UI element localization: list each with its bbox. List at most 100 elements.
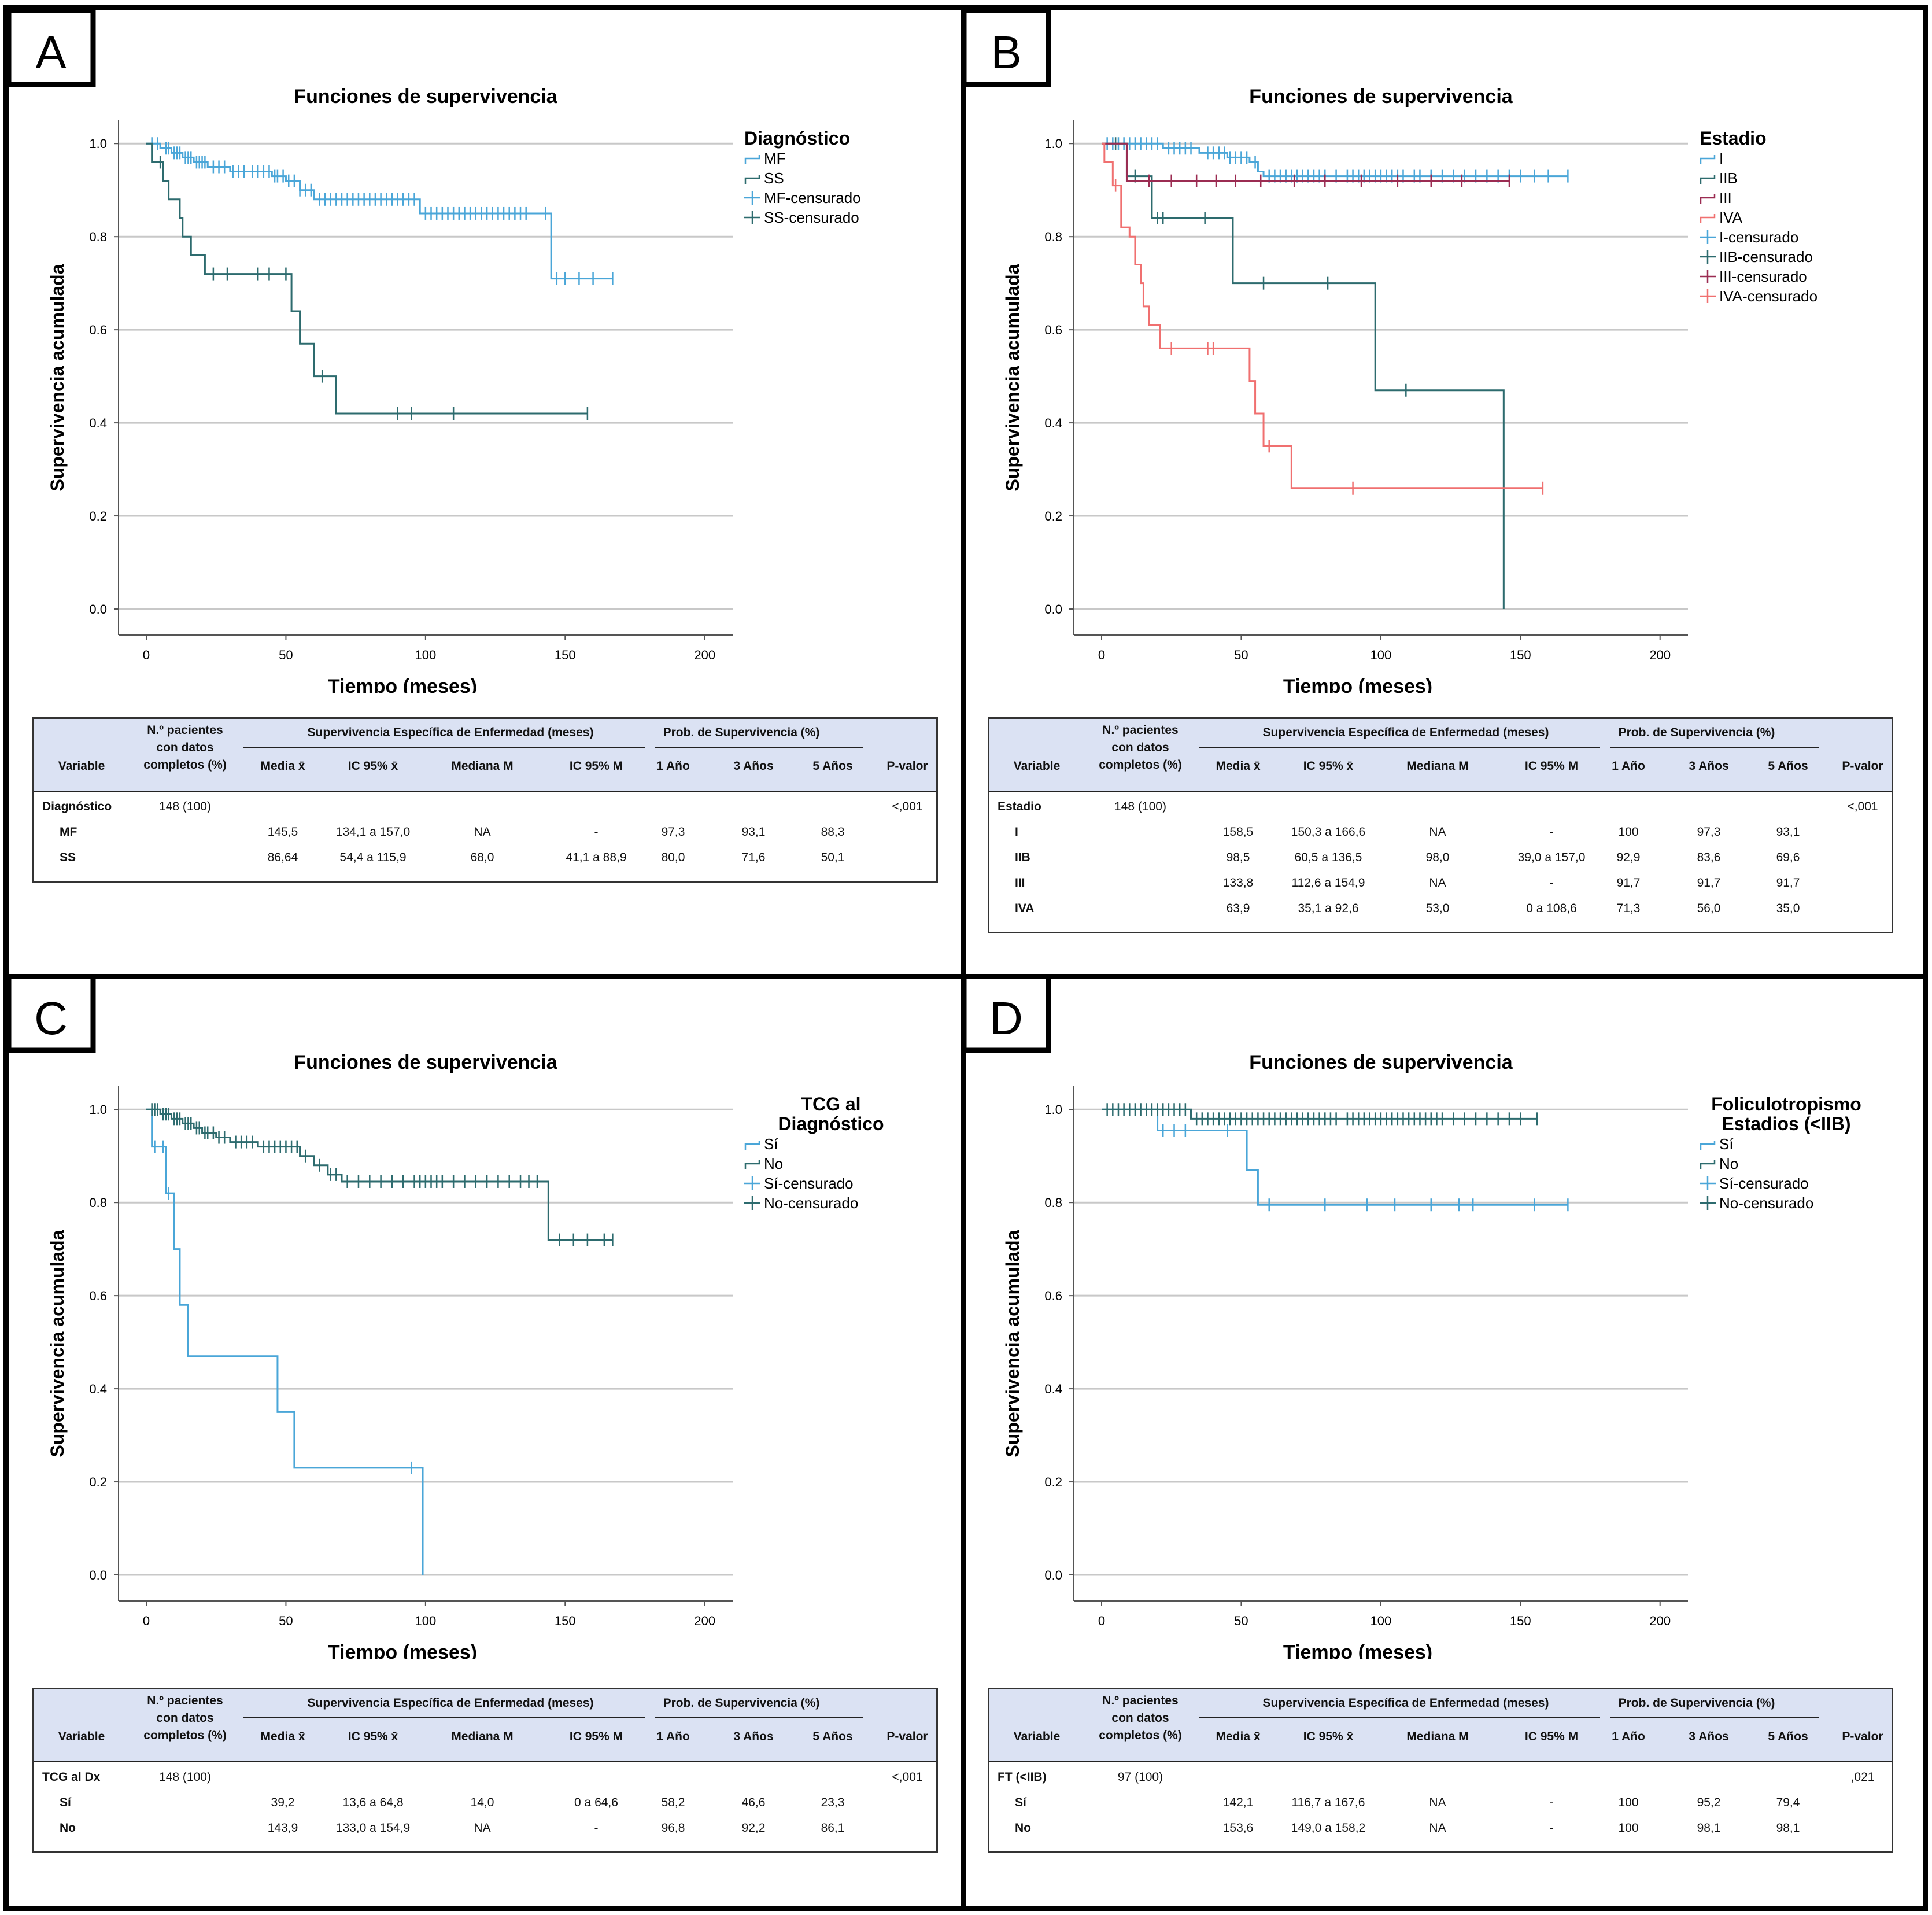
table-cell: 91,7 — [1776, 876, 1800, 890]
panel-b: B Funciones de supervivencia 0.0 0.2 0.4 0.6 0… — [964, 10, 1924, 976]
header-rule — [243, 1717, 645, 1718]
header-n-patients: N.º pacientes — [1102, 724, 1179, 737]
header-group-prob: Prob. de Supervivencia (%) — [1618, 1696, 1775, 1710]
legend-swatch — [744, 155, 760, 164]
column-header: IC 95% M — [569, 759, 623, 773]
legend-item-label: III — [1719, 189, 1732, 206]
x-axis-label: Tiempo (meses) — [1283, 676, 1432, 693]
header-group-prob: Prob. de Supervivencia (%) — [663, 1696, 820, 1710]
table-cell: 39,2 — [271, 1796, 295, 1809]
legend-title: Diagnóstico — [744, 128, 850, 149]
legend-title: Foliculotropismo — [1711, 1094, 1861, 1115]
y-tick-label: 1.0 — [1044, 136, 1062, 151]
y-tick-label: 1.0 — [89, 136, 107, 151]
column-header: 3 Años — [733, 759, 774, 773]
table-cell: NA — [474, 825, 491, 839]
row-label: Sí — [60, 1796, 71, 1809]
legend-item-label: IVA — [1719, 209, 1743, 226]
km-chart: A Funciones de supervivencia 0.0 0.2 0.4 0.6 0… — [9, 10, 861, 693]
variable-name: TCG al Dx — [42, 1770, 101, 1784]
table-cell: 13,6 a 64,8 — [342, 1796, 404, 1809]
header-rule — [655, 1717, 863, 1718]
table-cell: 98,0 — [1425, 851, 1450, 864]
table-cell: 93,1 — [1776, 825, 1800, 839]
table-cell: 35,1 a 92,6 — [1298, 902, 1359, 915]
table-cell: 100 — [1618, 1796, 1639, 1809]
table-cell: 97,3 — [661, 825, 685, 839]
y-tick-label: 0.2 — [89, 1475, 107, 1489]
table-cell: 56,0 — [1697, 902, 1721, 915]
column-header: IC 95% x̄ — [348, 1730, 398, 1743]
panel-letter: C — [34, 992, 68, 1044]
x-tick-label: 0 — [143, 1614, 150, 1628]
header-group-survival: Supervivencia Específica de Enfermedad (… — [1262, 726, 1549, 739]
legend-item-label: IVA-censurado — [1719, 287, 1818, 305]
panel-letter-box — [9, 10, 96, 87]
column-header: Variable — [58, 1730, 105, 1743]
panel-letter: A — [35, 27, 67, 78]
column-header: IC 95% x̄ — [1303, 759, 1354, 773]
x-axis-label: Tiempo (meses) — [328, 676, 477, 693]
header-n-patients: N.º pacientes — [1102, 1694, 1179, 1707]
column-header: P-valor — [1842, 1730, 1883, 1743]
table-cell: 133,8 — [1222, 876, 1254, 890]
column-header: Mediana M — [1406, 1730, 1469, 1743]
y-tick-label: 0.4 — [89, 1382, 107, 1396]
y-tick-label: 0.8 — [1044, 1196, 1062, 1210]
series-line-no — [146, 1108, 613, 1241]
table-cell: 88,3 — [821, 825, 845, 839]
legend-title: Estadios (<IIB) — [1722, 1113, 1850, 1134]
column-header: Media x̄ — [260, 1730, 305, 1743]
legend-swatch — [744, 1160, 760, 1169]
table-cell: 149,0 a 158,2 — [1291, 1821, 1366, 1835]
x-tick-label: 100 — [415, 648, 436, 662]
chart-title: Funciones de supervivencia — [294, 1051, 557, 1073]
table-cell: 148 (100) — [159, 800, 211, 813]
x-tick-label: 150 — [1510, 648, 1531, 662]
table-cell: - — [1549, 1821, 1554, 1835]
x-tick-label: 50 — [1234, 1614, 1248, 1628]
header-bottom-rule — [34, 791, 936, 792]
x-axis-label: Tiempo (meses) — [1283, 1641, 1432, 1659]
header-bottom-rule — [989, 1761, 1892, 1762]
table-cell: 71,6 — [741, 851, 766, 864]
table-cell: 98,1 — [1776, 1821, 1800, 1835]
x-tick-label: 100 — [1370, 1614, 1391, 1628]
table-cell: 14,0 — [470, 1796, 494, 1809]
panel-letter-box — [964, 976, 1051, 1053]
legend-item-label: Sí — [764, 1135, 778, 1153]
y-tick-label: 1.0 — [89, 1102, 107, 1117]
column-header: 5 Años — [1768, 759, 1808, 773]
table-cell: 41,1 a 88,9 — [566, 851, 627, 864]
column-header: Variable — [1013, 759, 1061, 773]
legend-item-label: SS — [764, 169, 784, 187]
series-line-iii — [1102, 142, 1509, 182]
y-tick-label: 0.6 — [89, 323, 107, 337]
y-tick-label: 0.6 — [1044, 1289, 1062, 1303]
table-cell: 23,3 — [821, 1796, 845, 1809]
column-header: Variable — [58, 759, 105, 773]
legend-swatch — [1700, 214, 1716, 223]
table-cell: 83,6 — [1697, 851, 1721, 864]
y-tick-label: 0.6 — [1044, 323, 1062, 337]
panel-divider-horizontal — [3, 974, 1928, 979]
header-n-patients: con datos — [156, 741, 214, 754]
header-n-patients: con datos — [1111, 1711, 1169, 1725]
legend-title: Estadio — [1700, 128, 1767, 149]
row-label: IVA — [1015, 902, 1035, 915]
table-cell: 68,0 — [470, 851, 494, 864]
table-cell: 143,9 — [267, 1821, 298, 1835]
legend-item-label: MF — [764, 150, 786, 167]
table-cell: 96,8 — [661, 1821, 685, 1835]
header-group-prob: Prob. de Supervivencia (%) — [663, 726, 820, 739]
table-cell: 93,1 — [741, 825, 766, 839]
legend-swatch — [1700, 194, 1716, 204]
variable-name: Estadio — [998, 800, 1041, 813]
y-tick-label: 0.6 — [89, 1289, 107, 1303]
header-n-patients: completos (%) — [143, 758, 227, 772]
y-tick-label: 0.2 — [1044, 509, 1062, 523]
legend-swatch — [1700, 175, 1716, 184]
table-cell: - — [1549, 876, 1554, 890]
column-header: IC 95% M — [569, 1730, 623, 1743]
y-tick-label: 0.0 — [1044, 602, 1062, 617]
